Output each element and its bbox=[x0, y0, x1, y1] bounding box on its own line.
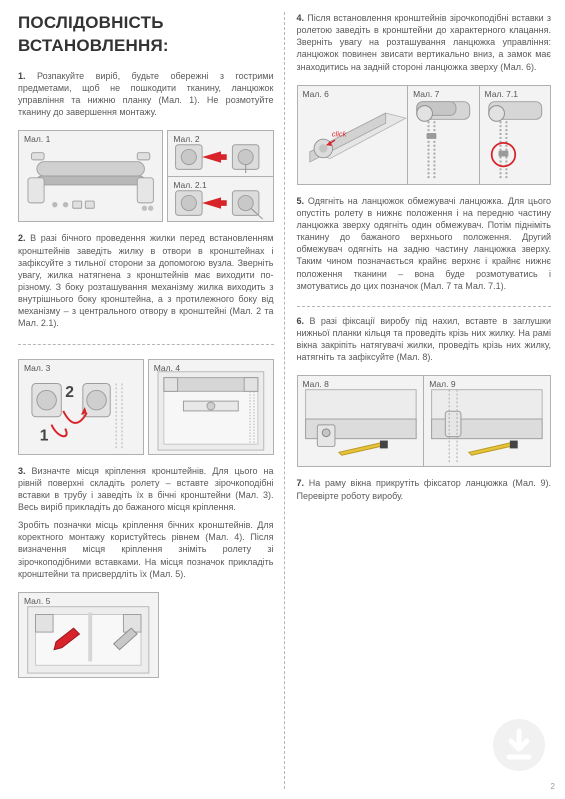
svg-text:1: 1 bbox=[40, 427, 49, 444]
left-column: ПОСЛІДОВНІСТЬ ВСТАНОВЛЕННЯ: 1. Розпакуйт… bbox=[18, 12, 285, 789]
svg-text:2: 2 bbox=[65, 384, 74, 401]
figure-7-svg bbox=[408, 86, 478, 184]
fig-row-2: Мал. 3 2 1 Мал. 4 bbox=[18, 359, 274, 455]
instruction-page: ПОСЛІДОВНІСТЬ ВСТАНОВЛЕННЯ: 1. Розпакуйт… bbox=[0, 0, 565, 799]
step-7-body: На раму вікна прикрутіть фіксатор ланцюж… bbox=[297, 478, 552, 500]
step-5-body: Одягніть на ланцюжок обмежувачі ланцюжка… bbox=[297, 196, 552, 291]
figure-7: Мал. 7 bbox=[407, 85, 478, 185]
figure-2-1-label: Мал. 2.1 bbox=[173, 180, 206, 191]
page-title: ПОСЛІДОВНІСТЬ ВСТАНОВЛЕННЯ: bbox=[18, 12, 274, 58]
figure-5: Мал. 5 bbox=[18, 592, 159, 678]
figure-4: Мал. 4 bbox=[148, 359, 274, 455]
click-text: click bbox=[331, 129, 347, 138]
step-6-text: 6. В разі фіксації виробу під нахил, вст… bbox=[297, 315, 552, 364]
step-3b-text: Зробіть позначки місць кріплення бічних … bbox=[18, 519, 274, 580]
step-3a-text: 3. Визначте місця кріплення кронштейнів.… bbox=[18, 465, 274, 514]
step-2-lead: 2. bbox=[18, 233, 26, 243]
step-5-text: 5. Одягніть на ланцюжок обмежувачі ланцю… bbox=[297, 195, 552, 292]
step-2-body: В разі бічного проведення жилки перед вс… bbox=[18, 233, 274, 328]
figure-6-svg: click bbox=[298, 86, 408, 184]
watermark-icon bbox=[491, 717, 547, 773]
fig-row-1: Мал. 1 Мал. 2 bbox=[18, 130, 274, 222]
figure-2-label: Мал. 2 bbox=[173, 134, 199, 145]
figure-2: Мал. 2 bbox=[167, 130, 273, 176]
figure-7-1: Мал. 7.1 bbox=[479, 85, 551, 185]
step-4-lead: 4. bbox=[297, 13, 305, 23]
figure-1-label: Мал. 1 bbox=[24, 134, 50, 145]
figure-7-label: Мал. 7 bbox=[413, 89, 439, 100]
step-3-lead: 3. bbox=[18, 466, 26, 476]
page-number: 2 bbox=[551, 782, 555, 793]
step-4-body: Після встановлення кронштейнів зірочкопо… bbox=[297, 13, 552, 72]
step-7-text: 7. На раму вікна прикрутіть фіксатор лан… bbox=[297, 477, 552, 501]
figure-6: Мал. 6 click bbox=[297, 85, 408, 185]
step-6-body: В разі фіксації виробу під нахил, вставт… bbox=[297, 316, 552, 362]
step-1-text: 1. Розпакуйте виріб, будьте обережні з г… bbox=[18, 70, 274, 119]
figure-9: Мал. 9 bbox=[423, 375, 551, 467]
figure-5-label: Мал. 5 bbox=[24, 596, 50, 607]
figure-6-label: Мал. 6 bbox=[303, 89, 329, 100]
right-column: 4. Після встановлення кронштейнів зірочк… bbox=[285, 12, 552, 789]
figure-8: Мал. 8 bbox=[297, 375, 424, 467]
step-2-text: 2. В разі бічного проведення жилки перед… bbox=[18, 232, 274, 329]
step-5-lead: 5. bbox=[297, 196, 305, 206]
figure-3-label: Мал. 3 bbox=[24, 363, 50, 374]
figure-7-1-svg bbox=[480, 86, 550, 184]
step-6-lead: 6. bbox=[297, 316, 305, 326]
dashed-divider-left bbox=[18, 344, 274, 345]
step-7-lead: 7. bbox=[297, 478, 305, 488]
step-3a-body: Визначте місця кріплення кронштейнів. Дл… bbox=[18, 466, 274, 512]
figure-9-label: Мал. 9 bbox=[429, 379, 455, 390]
figure-1: Мал. 1 bbox=[18, 130, 163, 222]
fig-row-4: Мал. 6 click Мал. 7 bbox=[297, 85, 552, 185]
step-1-lead: 1. bbox=[18, 71, 26, 81]
fig-row-5: Мал. 8 Мал. 9 bbox=[297, 375, 552, 467]
figure-8-label: Мал. 8 bbox=[303, 379, 329, 390]
step-1-body: Розпакуйте виріб, будьте обережні з гост… bbox=[18, 71, 274, 117]
figure-4-label: Мал. 4 bbox=[154, 363, 180, 374]
fig-row-3: Мал. 5 bbox=[18, 592, 274, 678]
dashed-divider-right bbox=[297, 306, 552, 307]
figure-2-1: Мал. 2.1 bbox=[167, 176, 273, 223]
step-4-text: 4. Після встановлення кронштейнів зірочк… bbox=[297, 12, 552, 73]
figure-3: Мал. 3 2 1 bbox=[18, 359, 144, 455]
figure-7-1-label: Мал. 7.1 bbox=[485, 89, 518, 100]
